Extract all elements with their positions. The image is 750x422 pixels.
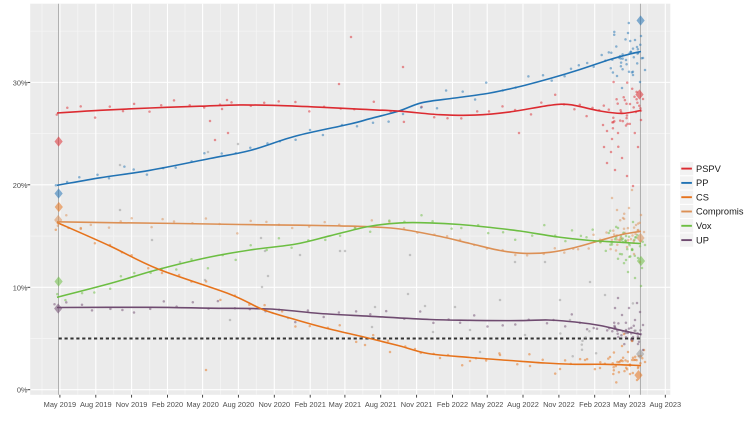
svg-text:Vox: Vox bbox=[696, 221, 712, 231]
svg-text:May 2021: May 2021 bbox=[329, 400, 361, 409]
svg-text:Nov 2021: Nov 2021 bbox=[401, 400, 433, 409]
svg-text:30%: 30% bbox=[13, 78, 28, 87]
svg-text:May 2022: May 2022 bbox=[471, 400, 503, 409]
svg-text:PSPV: PSPV bbox=[696, 164, 722, 174]
svg-text:Aug 2019: Aug 2019 bbox=[80, 400, 112, 409]
svg-text:Aug 2023: Aug 2023 bbox=[649, 400, 681, 409]
svg-text:0%: 0% bbox=[17, 386, 28, 395]
svg-text:Compromis: Compromis bbox=[696, 207, 744, 217]
svg-text:May 2023: May 2023 bbox=[613, 400, 645, 409]
svg-text:20%: 20% bbox=[13, 181, 28, 190]
svg-text:Aug 2021: Aug 2021 bbox=[365, 400, 397, 409]
svg-text:Feb 2023: Feb 2023 bbox=[579, 400, 610, 409]
svg-text:Feb 2021: Feb 2021 bbox=[295, 400, 326, 409]
svg-text:Aug 2022: Aug 2022 bbox=[507, 400, 539, 409]
svg-text:Feb 2022: Feb 2022 bbox=[437, 400, 468, 409]
svg-text:Nov 2020: Nov 2020 bbox=[258, 400, 290, 409]
svg-text:10%: 10% bbox=[13, 283, 28, 292]
svg-text:Nov 2022: Nov 2022 bbox=[543, 400, 575, 409]
svg-text:CS: CS bbox=[696, 192, 709, 202]
svg-text:May 2019: May 2019 bbox=[44, 400, 76, 409]
svg-text:Feb 2020: Feb 2020 bbox=[152, 400, 183, 409]
svg-text:UP: UP bbox=[696, 235, 709, 245]
svg-text:Nov 2019: Nov 2019 bbox=[116, 400, 148, 409]
svg-text:PP: PP bbox=[696, 178, 708, 188]
svg-text:May 2020: May 2020 bbox=[186, 400, 218, 409]
svg-text:Aug 2020: Aug 2020 bbox=[223, 400, 255, 409]
